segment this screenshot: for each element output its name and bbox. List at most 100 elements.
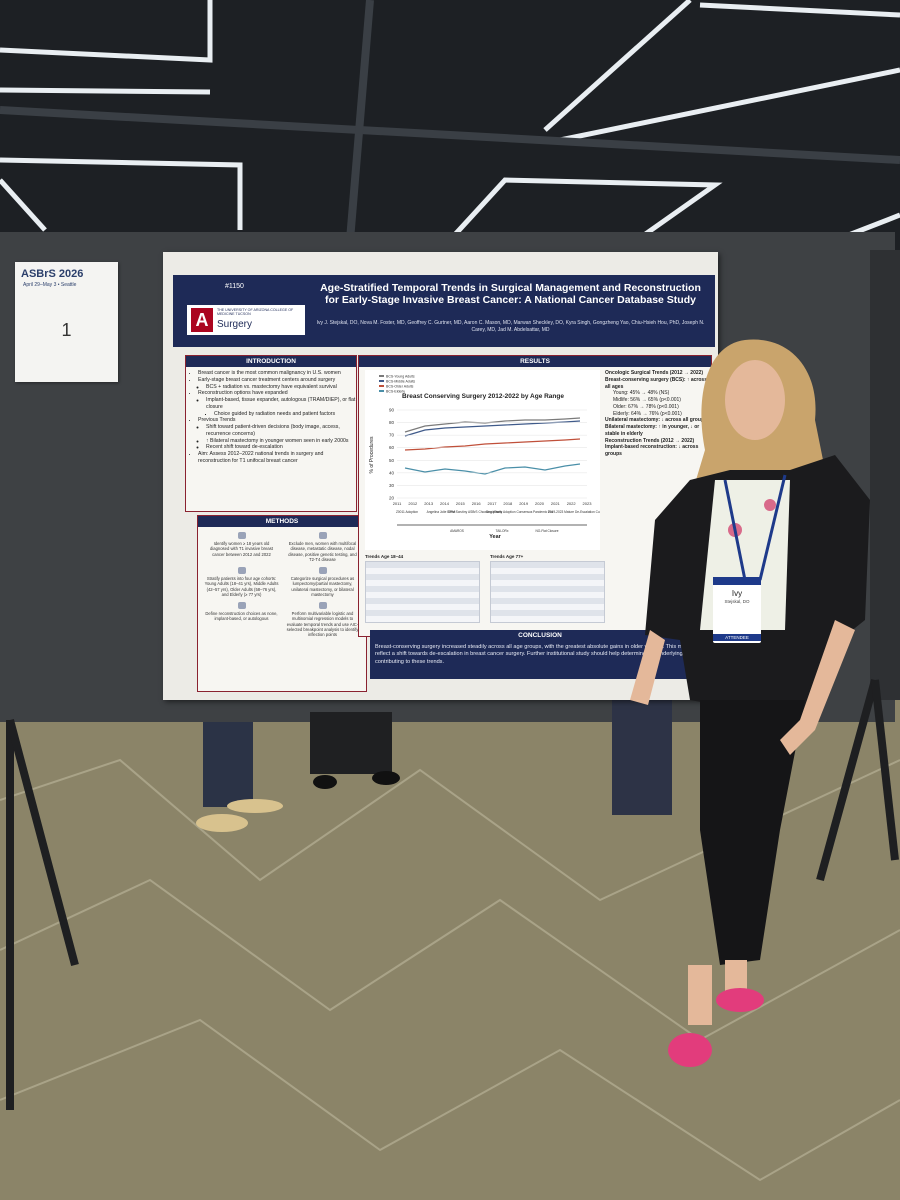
right-arm [780,620,855,755]
timeline-event: AMAROS [450,529,464,533]
carpet-pattern [0,758,900,1182]
poster-id: #1150 [225,283,244,290]
easels [6,678,899,1110]
intro-item: Aim: Assess 2012–2022 national trends in… [198,451,356,465]
badge-header [713,577,761,585]
method-step: Exclude men, women with multifocal disea… [285,531,360,562]
x-tick-label: 2021 [551,501,561,506]
x-tick-label: 2012 [408,501,418,506]
badge-credentials: Stejskal, DO [724,599,750,604]
trend-note: Oncologic Surgical Trends (2012 → 2022) [605,370,704,376]
shoe [716,988,764,1012]
section-heading: CONCLUSION [370,630,710,641]
x-tick-label: 2019 [519,501,529,506]
method-step: Perform multivariable logistic and multi… [285,601,360,637]
intro-item: Reconstruction options have expanded [198,390,356,397]
trend-note: Young: 45% → 48% (NS) [613,390,670,397]
legend-swatch [379,390,384,392]
section-heading: METHODS [198,516,366,527]
legend-label: BCS-Older Adults [386,385,414,389]
background-people [196,700,672,832]
intro-item: BCS + radiation vs. mastectomy have equi… [206,384,356,391]
intro-item: Shift toward patient-driven decisions (b… [206,424,356,438]
badge-role: ATTENDEE [713,634,761,641]
y-tick-label: 60 [389,445,395,450]
section-heading: RESULTS [359,356,711,367]
x-tick-label: 2017 [488,501,498,506]
university-name: THE UNIVERSITY OF ARIZONA COLLEGE OF MED… [217,308,294,317]
lanyard [723,474,787,581]
table-grid [490,561,605,623]
legend-label: BCS-Middle Adults [386,380,415,384]
method-step: Categorize surgical procedures as lumpec… [285,566,360,597]
timeline-event: Oncoplastic Adoption Consensus [486,510,533,514]
poster-header: #1150 A THE UNIVERSITY OF ARIZONA COLLEG… [173,275,715,347]
method-step: Identify women ≥ 18 years old diagnosed … [204,531,279,562]
x-tick-label: 2014 [440,501,450,506]
left-arm [630,630,665,705]
trend-note: Midlife: 56% → 65% (p<0.001) [613,397,681,403]
x-tick-label: 2015 [456,501,466,506]
ceiling-beams [0,0,900,241]
intro-item: Breast cancer is the most common maligna… [198,370,356,377]
chart-title: Breast Conserving Surgery 2012-2022 by A… [402,393,564,400]
y-tick-label: 70 [389,433,395,438]
table: Trends Age 18–44 [365,554,480,626]
department: Surgery [217,319,253,330]
sign-logo: ASBrS 2026 [21,268,84,280]
legend-label: BCS-Elderly [386,390,405,394]
intro-item: Implant-based, tissue expander, autologo… [206,397,356,411]
badge-name: Ivy [731,589,743,598]
method-step: Stratify patients into four age cohorts:… [204,566,279,597]
timeline-event: Pandemic Era [533,510,553,514]
trend-note: Reconstruction Trends (2012 → 2022) [605,437,695,444]
x-tick-label: 2022 [567,501,577,506]
table-title: Trends Age 77+ [490,554,524,559]
trend-note: Bilateral mastectomy: ↑ in younger, ↓ or… [605,424,700,437]
table-grid [365,561,480,623]
y-tick-label: 50 [389,458,395,463]
board-frame [870,250,900,700]
intro-item: Previous Trends [198,417,356,424]
y-tick-label: 80 [389,420,395,425]
y-axis-label: % of Procedures [369,436,375,473]
research-poster: #1150 A THE UNIVERSITY OF ARIZONA COLLEG… [163,252,718,700]
y-tick-label: 40 [389,470,395,475]
y-tick-label: 30 [389,483,395,488]
trend-note: Breast-conserving surgery (BCS): ↑ acros… [605,376,707,390]
trend-note: Implant-based reconstruction: ↓ across g… [605,444,699,457]
x-tick-label: 2011 [393,501,402,506]
trend-note: Elderly: 64% → 76% (p<0.001) [613,410,682,417]
intro-item: Early-stage breast cancer treatment cent… [198,377,356,384]
poster-authors: Ivy J. Stejskal, DO, Nova M. Foster, MD,… [316,320,705,333]
booth-number: 1 [61,320,72,340]
chart-panel: Breast Conserving Surgery 2012-2022 by A… [365,370,606,550]
introduction-box: INTRODUCTION Breast cancer is the most c… [185,355,357,512]
intro-item: ↑ Bilateral mastectomy in younger women … [206,438,356,445]
timeline-event: Angelina Jolie Effect [427,510,456,514]
x-tick-label: 2018 [503,501,513,506]
timeline-event: TAILORx [496,529,509,533]
x-tick-label: 2013 [424,501,434,506]
x-axis-label: Year [489,534,501,540]
y-tick-label: 90 [389,408,395,413]
trousers [700,700,805,965]
trend-note: Older: 67% → 78% (p<0.001) [613,403,679,410]
section-heading: INTRODUCTION [186,356,356,367]
method-step: Define reconstruction choices as none, i… [204,601,279,637]
legend-swatch [379,385,384,387]
result-tables: Trends Age 18–44 Trends Age 77+ [365,554,605,629]
legend-swatch [379,375,384,377]
timeline-event: NO-Flat Closure [535,529,558,533]
poster-title: Age-Stratified Temporal Trends in Surgic… [320,282,701,307]
logo-mark: A [191,308,213,332]
trend-notes: Oncologic Surgical Trends (2012 → 2022) B… [605,370,709,458]
table-title: Trends Age 18–44 [365,554,404,559]
name-badge: Ivy Stejskal, DO ATTENDEE [713,577,761,643]
method-steps: Identify women ≥ 18 years old diagnosed … [198,527,366,641]
timeline-event: CPM Scrutiny ASBrS Choosing Wisely [448,510,503,514]
timeline-event: 2019-2023 Mature De-Escalation Culture [548,510,600,514]
sign-dates: April 29–May 3 • Seattle [23,282,77,288]
